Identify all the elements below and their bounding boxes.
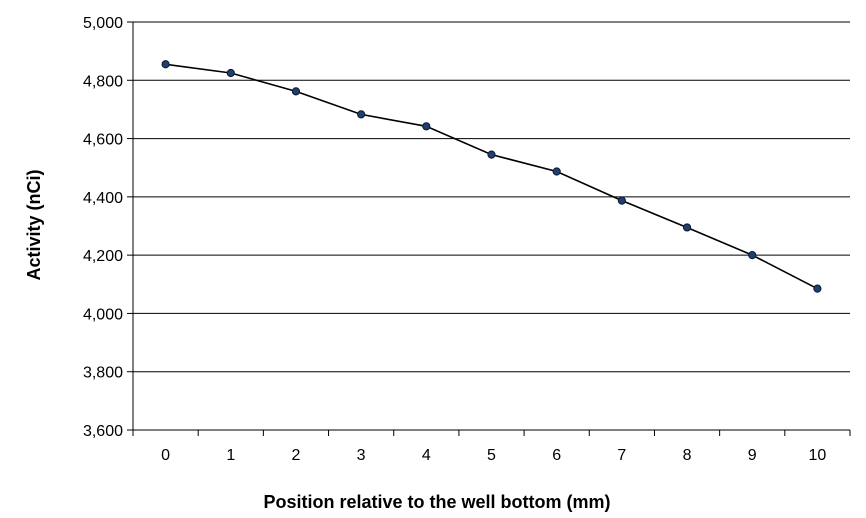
x-tick-label: 7	[617, 447, 626, 464]
y-tick-label: 4,400	[83, 190, 123, 207]
y-tick-label: 4,800	[83, 73, 123, 90]
x-tick-label: 6	[552, 447, 561, 464]
data-point	[618, 197, 625, 204]
data-point	[553, 168, 560, 175]
x-tick-label: 4	[422, 447, 431, 464]
x-tick-label: 5	[487, 447, 496, 464]
x-tick-label: 1	[226, 447, 235, 464]
x-tick-label: 0	[161, 447, 170, 464]
y-tick-label: 3,800	[83, 365, 123, 382]
data-point	[749, 252, 756, 259]
data-point	[358, 111, 365, 118]
x-tick-label: 8	[683, 447, 692, 464]
y-tick-label: 3,600	[83, 423, 123, 440]
x-axis-title: Position relative to the well bottom (mm…	[263, 492, 610, 512]
y-tick-label: 4,600	[83, 132, 123, 149]
y-tick-label: 4,200	[83, 248, 123, 265]
data-point	[488, 151, 495, 158]
x-tick-label: 2	[292, 447, 301, 464]
x-tick-label: 3	[357, 447, 366, 464]
data-point	[423, 123, 430, 130]
data-point	[227, 69, 234, 76]
data-point	[683, 224, 690, 231]
y-tick-label: 5,000	[83, 15, 123, 32]
data-point	[162, 61, 169, 68]
data-point	[814, 285, 821, 292]
y-tick-label: 4,000	[83, 306, 123, 323]
x-tick-label: 10	[809, 447, 827, 464]
data-point	[292, 88, 299, 95]
y-axis-title: Activity (nCi)	[24, 169, 44, 280]
x-tick-label: 9	[748, 447, 757, 464]
